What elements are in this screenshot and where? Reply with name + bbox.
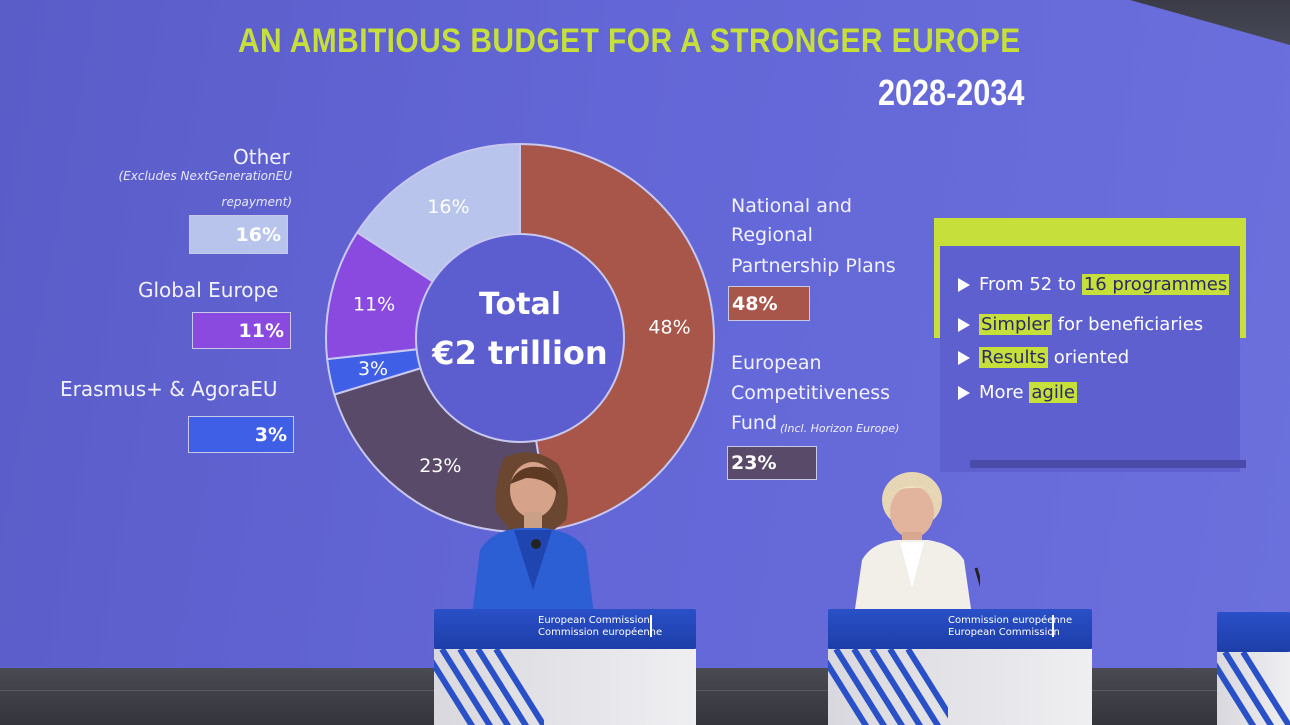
podium-far-right [1217, 612, 1290, 725]
label-national-2: Regional [731, 224, 813, 246]
triangle-bullet-icon [958, 350, 970, 365]
label-ecf-note: (Incl. Horizon Europe) [780, 422, 900, 435]
donut-slice-label-2: 3% [358, 358, 388, 380]
bullet-1-highlight: 16 programmes [1081, 274, 1230, 295]
center-total-label: Total [479, 287, 561, 322]
label-erasmus: Erasmus+ & AgoraEU [60, 377, 278, 401]
slide-title: AN AMBITIOUS BUDGET FOR A STRONGER EUROP… [238, 22, 1021, 60]
bullet-1-text: From 52 to [979, 274, 1077, 295]
bullet-3-text: oriented [1053, 347, 1130, 368]
label-ecf-2: Competitiveness [731, 382, 891, 404]
speaker-right [854, 472, 980, 616]
podium-left-line-1: European Commission [538, 615, 650, 626]
highlights-panel [934, 218, 1246, 472]
triangle-bullet-icon [958, 317, 970, 332]
podium-right: Commission européenne European Commissio… [828, 609, 1092, 725]
donut-slice-label-1: 23% [419, 455, 461, 477]
box-national: 48% [728, 286, 810, 321]
podium-right-line-1: Commission européenne [948, 615, 1073, 626]
podium-left-line-2: Commission européenne [538, 627, 663, 638]
label-national-3: Partnership Plans [731, 255, 896, 277]
bullet-3-highlight: Results [979, 347, 1048, 368]
bullet-results: Results oriented [958, 347, 1129, 368]
podium-left-text: European Commission Commission européenn… [538, 615, 662, 639]
donut-slice-label-3: 11% [353, 293, 395, 315]
bullet-4-text: More [979, 382, 1024, 403]
label-other-note-2: repayment) [221, 195, 292, 209]
label-ecf-3: Fund [731, 412, 778, 434]
box-ecf: 23% [727, 446, 817, 480]
podium-stripes [828, 649, 948, 725]
label-global-europe: Global Europe [138, 278, 279, 302]
slide-years: 2028-2034 [878, 72, 1025, 113]
box-global-europe: 11% [192, 312, 291, 349]
center-amount-label: €2 trillion [431, 334, 607, 372]
triangle-bullet-icon [958, 277, 970, 292]
budget-donut-chart: 48% 23% 3% 11% 16% Total €2 trillion [325, 142, 715, 533]
bullet-agile: More agile [958, 382, 1077, 403]
bullet-2-highlight: Simpler [979, 314, 1052, 335]
podium-right-text: Commission européenne European Commissio… [948, 615, 1072, 639]
bullet-programmes: From 52 to 16 programmes [958, 274, 1230, 295]
speaker-left [472, 452, 594, 615]
triangle-bullet-icon [958, 385, 970, 400]
podium-left: European Commission Commission européenn… [434, 609, 696, 725]
box-erasmus: 3% [188, 416, 294, 453]
label-national-1: National and [731, 195, 852, 217]
donut-slice-label-4: 16% [427, 196, 469, 218]
bullet-2-text: for beneficiaries [1057, 314, 1204, 335]
label-ecf-1: European [731, 352, 822, 374]
box-other: 16% [189, 215, 288, 254]
podium-stripes [1217, 652, 1290, 725]
bullet-4-highlight: agile [1029, 382, 1077, 403]
bullet-simpler: Simpler for beneficiaries [958, 314, 1203, 335]
label-other-note-1: (Excludes NextGenerationEU [118, 169, 292, 183]
donut-slice-label-0: 48% [648, 316, 690, 338]
donut-hole [415, 233, 625, 443]
podium-stripes [434, 649, 544, 725]
podium-right-line-2: European Commission [948, 627, 1060, 638]
label-other: Other [233, 145, 290, 169]
